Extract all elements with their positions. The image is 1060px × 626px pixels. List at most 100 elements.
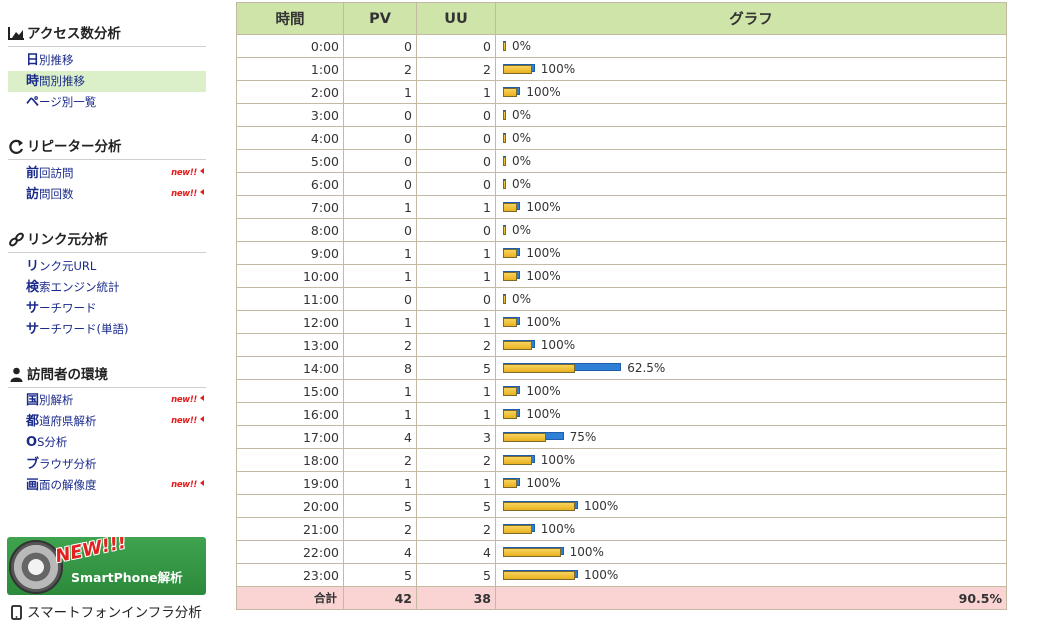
sidebar-item-rest: 別解析 [39, 393, 74, 407]
cell-graph: 100% [495, 310, 1007, 334]
cell-pv: 0 [343, 218, 417, 242]
ratio-label: 100% [526, 407, 561, 421]
cell-uu: 0 [416, 34, 496, 58]
sidebar-item-rest: ンク元URL [39, 259, 97, 273]
header-time: 時間 [236, 2, 344, 35]
cell-time: 11:00 [236, 287, 344, 311]
uu-bar [503, 525, 532, 534]
section-title-text: リピーター分析 [27, 139, 122, 155]
ratio-label: 100% [526, 200, 561, 214]
sidebar-item-2-2[interactable]: サーチワード [8, 298, 206, 319]
cell-pv: 5 [343, 563, 417, 587]
sidebar-item-0-0[interactable]: 日別推移 [8, 50, 206, 71]
cell-uu: 0 [416, 149, 496, 173]
table-row: 3:00 0 0 0% [236, 103, 1007, 127]
sidebar-item-initial: サ [26, 301, 40, 316]
hourly-access-table: 時間 PV UU グラフ 0:00 0 0 0% 1:00 2 2 100% 2:00 1 1 100… [236, 2, 1007, 610]
uu-bar [503, 42, 506, 51]
cell-graph: 100% [495, 195, 1007, 219]
ratio-label: 0% [512, 177, 532, 191]
table-row: 14:00 8 5 62.5% [236, 356, 1007, 380]
cell-pv: 2 [343, 448, 417, 472]
sidebar-item-1-1[interactable]: 訪問回数 new!! [8, 184, 206, 205]
sidebar-item-label: 日別推移 [8, 53, 74, 68]
sidebar-item-3-2[interactable]: OS分析 [8, 432, 206, 453]
bar-group [503, 225, 506, 235]
uu-bar [503, 249, 518, 258]
total-pv: 42 [343, 586, 417, 610]
sidebar-item-label: OS分析 [8, 435, 67, 450]
total-ratio: 90.5% [495, 586, 1007, 610]
bar-group [503, 524, 535, 534]
refresh-icon [8, 139, 25, 155]
gear-icon [9, 540, 63, 594]
sidebar-item-2-1[interactable]: 検索エンジン統計 [8, 277, 206, 298]
header-graph: グラフ [495, 2, 1007, 35]
cell-uu: 5 [416, 563, 496, 587]
bar-group [503, 294, 506, 304]
bar-group [503, 87, 521, 97]
ratio-label: 100% [540, 62, 576, 76]
smartphone-analysis-banner[interactable]: NEW!!! SmartPhone解析 [7, 537, 206, 595]
sidebar-item-rest: ーチワード(単語) [39, 322, 129, 336]
table-row: 11:00 0 0 0% [236, 287, 1007, 311]
section-title-smartphone-infra[interactable]: スマートフォンインフラ分析 [8, 603, 206, 625]
cell-pv: 1 [343, 310, 417, 334]
bar-group [503, 317, 521, 327]
sidebar-item-label: ブラウザ分析 [8, 457, 97, 472]
bar-group [503, 64, 535, 74]
sidebar-item-1-0[interactable]: 前回訪問 new!! [8, 163, 206, 184]
sidebar-item-initial: 国 [26, 393, 40, 408]
uu-bar [503, 410, 518, 419]
table-body: 0:00 0 0 0% 1:00 2 2 100% 2:00 1 1 100% 3:00 0 0 0% 4:00… [236, 34, 1007, 610]
table-row: 9:00 1 1 100% [236, 241, 1007, 265]
cell-pv: 0 [343, 103, 417, 127]
bar-group [503, 110, 506, 120]
cell-time: 1:00 [236, 57, 344, 81]
ratio-label: 100% [526, 246, 561, 260]
uu-bar [503, 111, 506, 120]
cell-graph: 100% [495, 448, 1007, 472]
sidebar-item-3-3[interactable]: ブラウザ分析 [8, 454, 206, 475]
cell-time: 2:00 [236, 80, 344, 104]
cell-graph: 100% [495, 563, 1007, 587]
sidebar-item-2-0[interactable]: リンク元URL [8, 256, 206, 277]
table-row: 22:00 4 4 100% [236, 540, 1007, 564]
cell-uu: 1 [416, 241, 496, 265]
table-row: 18:00 2 2 100% [236, 448, 1007, 472]
sidebar-item-3-1[interactable]: 都道府県解析 new!! [8, 411, 206, 432]
uu-bar [503, 88, 518, 97]
table-row: 7:00 1 1 100% [236, 195, 1007, 219]
sidebar-item-2-3[interactable]: サーチワード(単語) [8, 319, 206, 340]
bar-group [503, 386, 521, 396]
sidebar-item-3-4[interactable]: 画面の解像度 new!! [8, 475, 206, 496]
bar-group [503, 271, 521, 281]
total-row: 合計 42 38 90.5% [236, 586, 1007, 610]
new-badge-icon: new!! [171, 416, 204, 427]
uu-bar [503, 548, 561, 557]
cell-pv: 1 [343, 471, 417, 495]
cell-uu: 5 [416, 356, 496, 380]
cell-uu: 2 [416, 57, 496, 81]
uu-bar [503, 134, 506, 143]
sidebar-item-0-2[interactable]: ページ別一覧 [8, 92, 206, 113]
cell-uu: 1 [416, 310, 496, 334]
cell-graph: 0% [495, 172, 1007, 196]
sidebar-item-initial: 都 [26, 414, 40, 429]
cell-time: 16:00 [236, 402, 344, 426]
ratio-label: 62.5% [627, 361, 666, 375]
uu-bar [503, 479, 518, 488]
table-row: 21:00 2 2 100% [236, 517, 1007, 541]
sidebar-item-3-0[interactable]: 国別解析 new!! [8, 390, 206, 411]
cell-pv: 2 [343, 57, 417, 81]
cell-graph: 100% [495, 57, 1007, 81]
ratio-label: 100% [584, 568, 619, 582]
cell-uu: 0 [416, 218, 496, 242]
cell-pv: 0 [343, 126, 417, 150]
sidebar-item-rest: ーチワード [39, 301, 97, 315]
cell-time: 21:00 [236, 517, 344, 541]
sidebar-item-0-1[interactable]: 時間別推移 [8, 71, 206, 92]
bar-group [503, 432, 564, 442]
bar-group [503, 501, 578, 511]
cell-uu: 1 [416, 80, 496, 104]
